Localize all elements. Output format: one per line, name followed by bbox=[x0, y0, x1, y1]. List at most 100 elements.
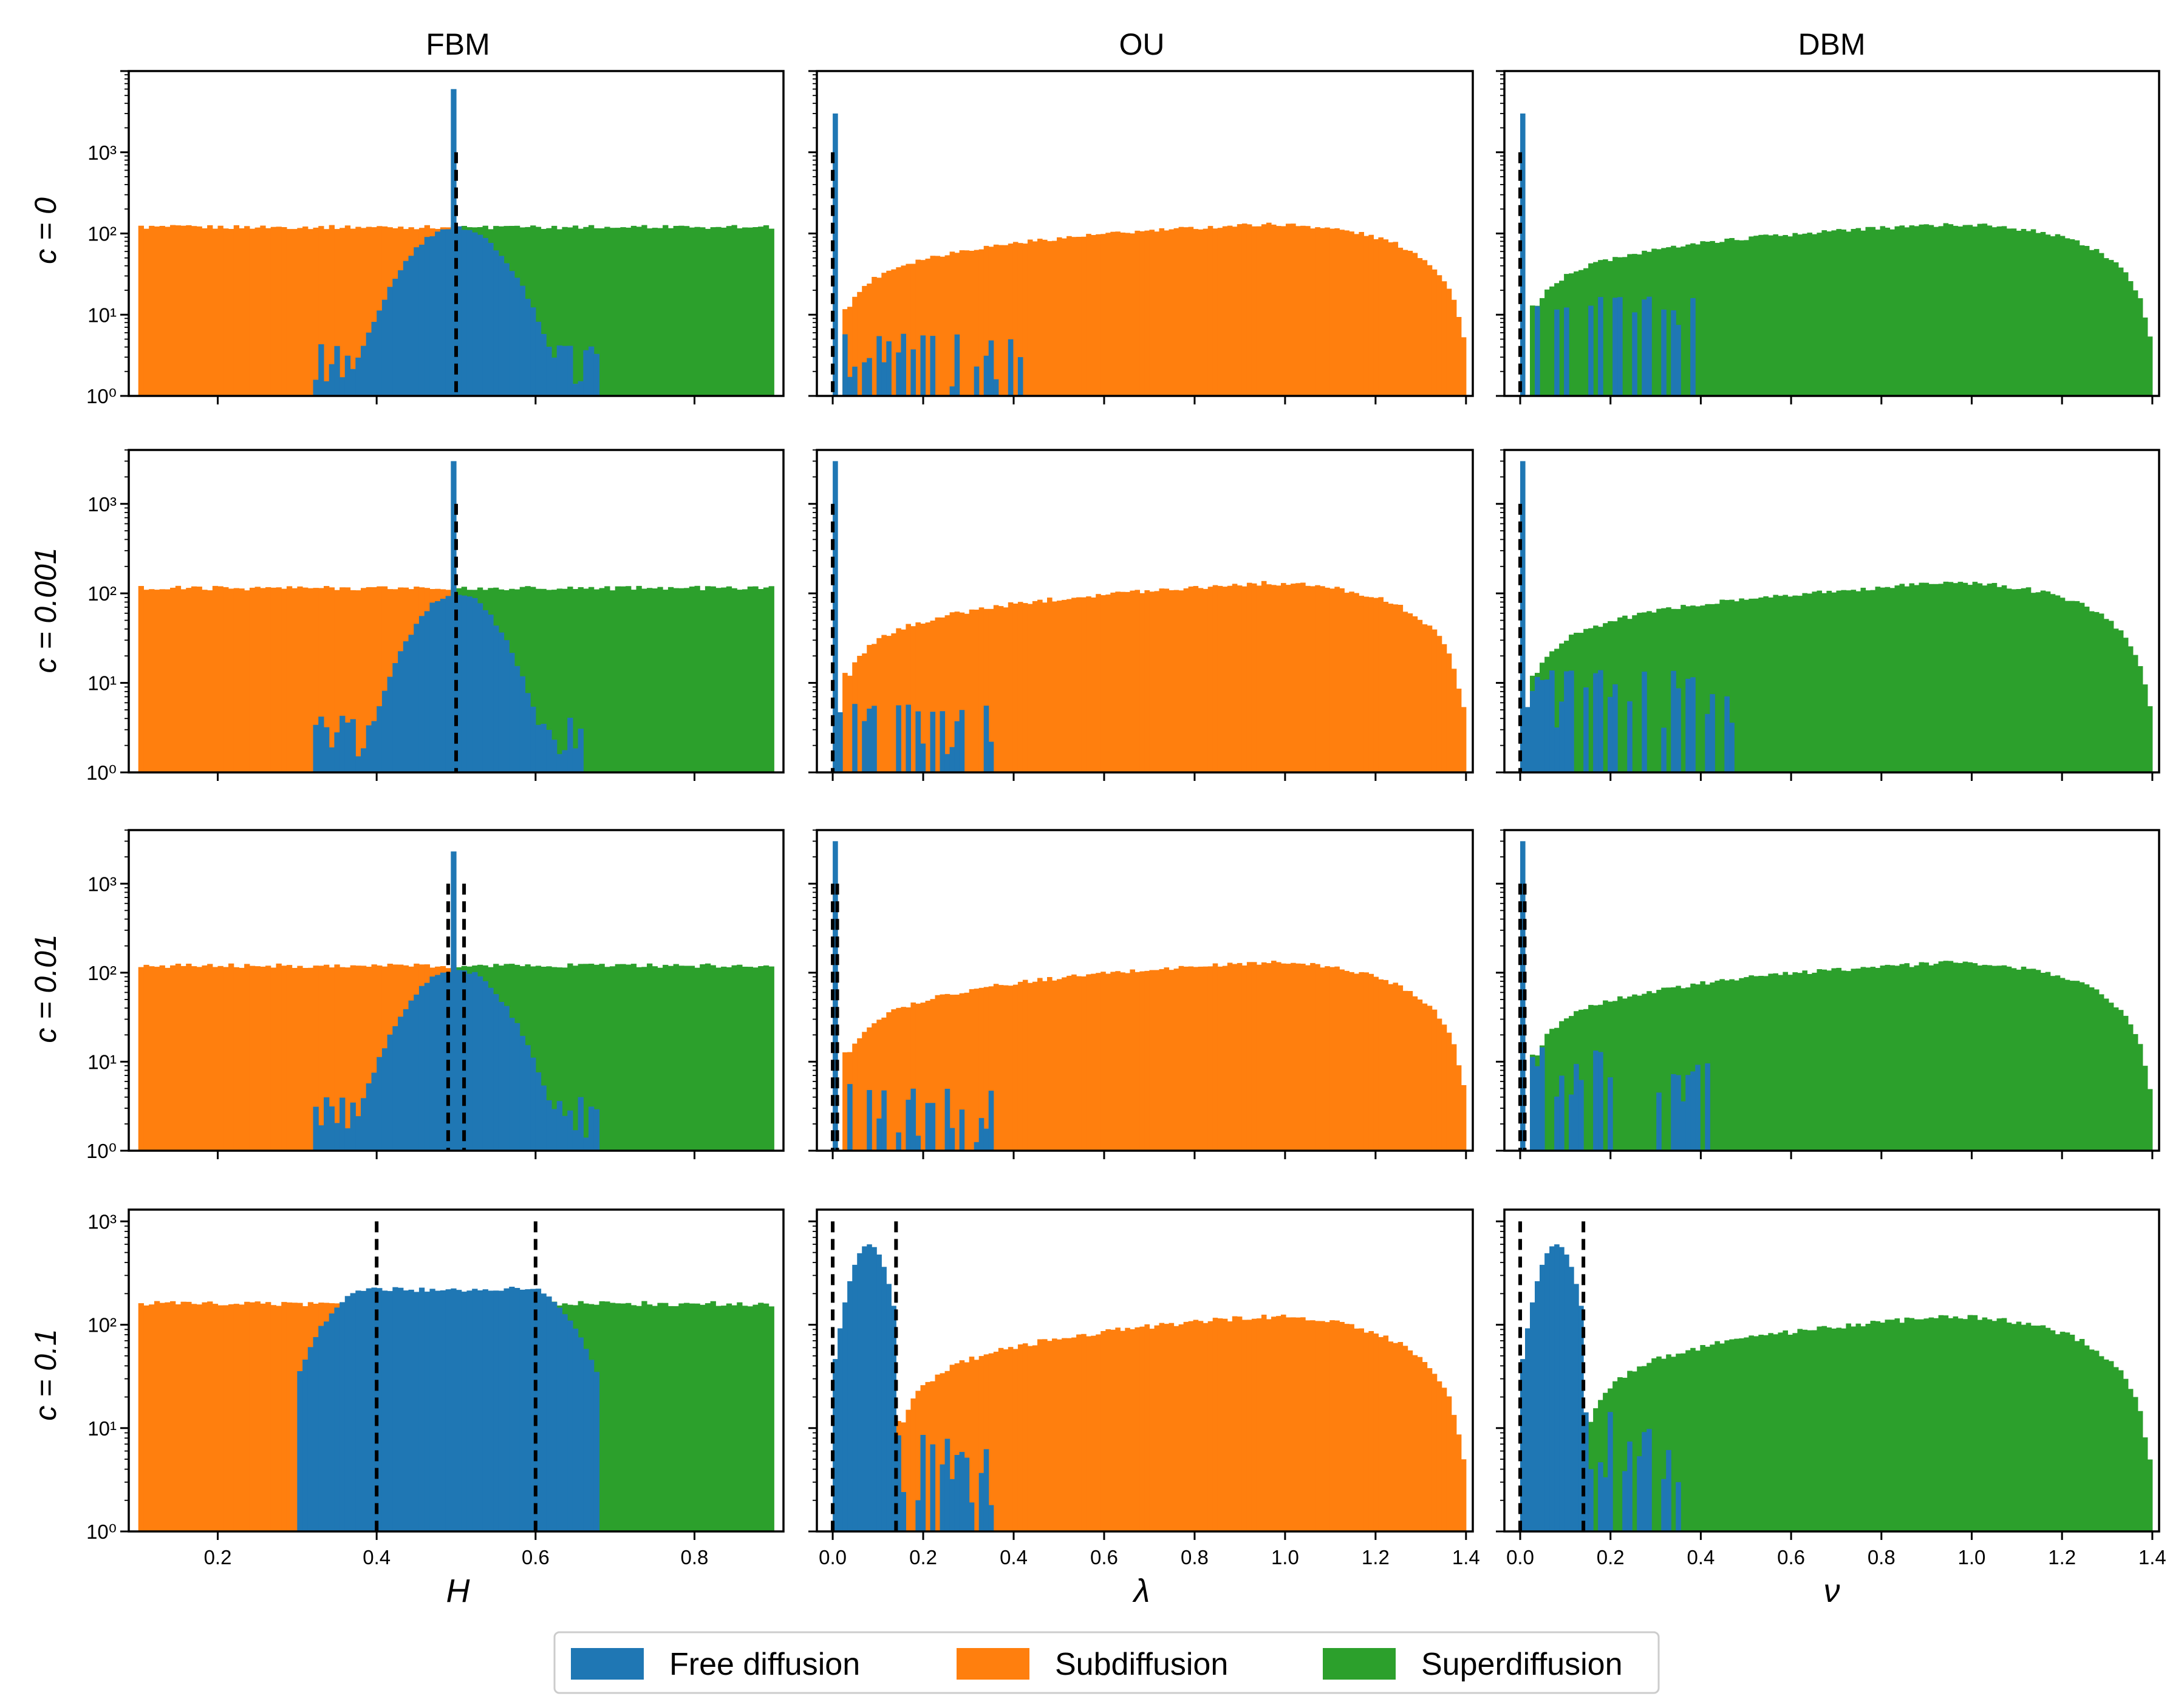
superdiffusion-bar bbox=[700, 1304, 706, 1531]
subdiffusion-bar bbox=[1446, 653, 1452, 772]
subdiffusion-bar bbox=[998, 985, 1004, 1151]
legend-label-superdiffusion: Superdiffusion bbox=[1421, 1647, 1623, 1682]
subdiffusion-bar bbox=[1422, 260, 1428, 396]
subdiffusion-bar bbox=[1427, 625, 1433, 772]
subdiffusion-bar bbox=[292, 1303, 298, 1531]
subdiffusion-bar bbox=[239, 967, 245, 1151]
free-diffusion-bar bbox=[514, 1288, 520, 1531]
superdiffusion-bar bbox=[1909, 583, 1915, 772]
subdiffusion-bar bbox=[1110, 972, 1116, 1151]
superdiffusion-bar bbox=[535, 226, 542, 396]
x-tick-label: 0.0 bbox=[819, 1546, 847, 1568]
subdiffusion-bar bbox=[1320, 1321, 1325, 1531]
superdiffusion-bar bbox=[1705, 1346, 1710, 1531]
panel-frame bbox=[816, 449, 1474, 774]
subdiffusion-bar bbox=[324, 586, 330, 772]
subdiffusion-bar bbox=[964, 992, 970, 1151]
superdiffusion-bar bbox=[1977, 583, 1983, 772]
subdiffusion-bar bbox=[1188, 586, 1194, 772]
subdiffusion-bar bbox=[1344, 593, 1350, 772]
subdiffusion-bar bbox=[1149, 970, 1155, 1151]
subdiffusion-bar bbox=[143, 964, 149, 1151]
free-diffusion-bar bbox=[1598, 297, 1603, 396]
superdiffusion-bar bbox=[694, 967, 700, 1151]
superdiffusion-bar bbox=[1671, 987, 1676, 1151]
superdiffusion-bar bbox=[1695, 606, 1701, 772]
free-diffusion-bar bbox=[862, 1246, 867, 1531]
subdiffusion-bar bbox=[361, 965, 367, 1151]
free-diffusion-bar bbox=[886, 1284, 892, 1531]
subdiffusion-bar bbox=[154, 1301, 160, 1531]
free-diffusion-bar bbox=[546, 1296, 552, 1531]
subdiffusion-bar bbox=[1451, 299, 1457, 396]
superdiffusion-bar bbox=[1875, 230, 1881, 396]
subdiffusion-bar bbox=[1441, 281, 1447, 396]
superdiffusion-bar bbox=[1763, 976, 1769, 1151]
subdiffusion-bar bbox=[1212, 228, 1218, 396]
superdiffusion-bar bbox=[1729, 1339, 1735, 1531]
subdiffusion-bar bbox=[1217, 585, 1223, 772]
free-diffusion-bar bbox=[456, 1290, 462, 1531]
superdiffusion-bar bbox=[562, 226, 568, 396]
subdiffusion-bar bbox=[1081, 976, 1087, 1151]
free-diffusion-bar bbox=[551, 740, 558, 772]
subdiffusion-bar bbox=[1291, 584, 1296, 772]
superdiffusion-bar bbox=[615, 228, 621, 396]
subdiffusion-bar bbox=[350, 965, 356, 1151]
superdiffusion-bar bbox=[1681, 988, 1686, 1151]
subdiffusion-bar bbox=[344, 967, 351, 1151]
superdiffusion-bar bbox=[1996, 226, 2002, 396]
subdiffusion-bar bbox=[249, 228, 256, 396]
superdiffusion-bar bbox=[1875, 587, 1881, 772]
superdiffusion-bar bbox=[1943, 223, 1949, 396]
superdiffusion-bar bbox=[742, 227, 748, 396]
free-diffusion-bar bbox=[371, 721, 377, 772]
free-diffusion-bar bbox=[1676, 325, 1681, 396]
superdiffusion-bar bbox=[1817, 590, 1822, 772]
superdiffusion-bar bbox=[2006, 228, 2012, 396]
subdiffusion-bar bbox=[988, 1353, 994, 1531]
column-title-dbm: DBM bbox=[1798, 27, 1865, 61]
subdiffusion-bar bbox=[1241, 223, 1247, 396]
free-diffusion-bar bbox=[589, 346, 595, 396]
superdiffusion-bar bbox=[1778, 236, 1783, 396]
free-diffusion-bar bbox=[1666, 1449, 1671, 1531]
subdiffusion-bar bbox=[1393, 1343, 1399, 1531]
subdiffusion-bar bbox=[143, 228, 149, 396]
subdiffusion-bar bbox=[344, 225, 351, 396]
superdiffusion-bar bbox=[2025, 231, 2032, 396]
free-diffusion-bar bbox=[896, 352, 901, 396]
superdiffusion-bar bbox=[1734, 240, 1739, 396]
subdiffusion-bar bbox=[949, 612, 955, 772]
x-tick-label: 0.8 bbox=[681, 1546, 709, 1568]
column-title-fbm: FBM bbox=[426, 27, 490, 61]
subdiffusion-bar bbox=[228, 963, 234, 1151]
superdiffusion-bar bbox=[1914, 1319, 1920, 1531]
subdiffusion-bar bbox=[1178, 965, 1184, 1151]
subdiffusion-bar bbox=[940, 994, 946, 1151]
subdiffusion-bar bbox=[867, 284, 872, 396]
free-diffusion-bar bbox=[535, 724, 542, 772]
subdiffusion-bar bbox=[1339, 230, 1345, 396]
subdiffusion-bar bbox=[1251, 962, 1257, 1151]
superdiffusion-bar bbox=[1792, 1333, 1798, 1531]
free-diffusion-bar bbox=[366, 1083, 372, 1151]
subdiffusion-bar bbox=[1164, 967, 1170, 1151]
superdiffusion-bar bbox=[1637, 254, 1642, 396]
subdiffusion-bar bbox=[175, 964, 182, 1151]
free-diffusion-bar bbox=[876, 336, 882, 396]
free-diffusion-bar bbox=[1559, 1075, 1565, 1151]
free-diffusion-bar bbox=[488, 615, 494, 772]
free-diffusion-bar bbox=[344, 355, 351, 396]
superdiffusion-bar bbox=[2001, 1318, 2007, 1531]
subdiffusion-bar bbox=[1241, 586, 1247, 772]
superdiffusion-bar bbox=[1792, 233, 1798, 396]
superdiffusion-bar bbox=[1695, 244, 1701, 396]
subdiffusion-bar bbox=[1256, 964, 1262, 1151]
free-diffusion-bar bbox=[525, 299, 531, 396]
superdiffusion-bar bbox=[721, 587, 727, 772]
subdiffusion-bar bbox=[910, 1398, 916, 1531]
superdiffusion-bar bbox=[1753, 236, 1759, 396]
superdiffusion-bar bbox=[1821, 969, 1827, 1151]
subdiffusion-bar bbox=[260, 966, 266, 1151]
